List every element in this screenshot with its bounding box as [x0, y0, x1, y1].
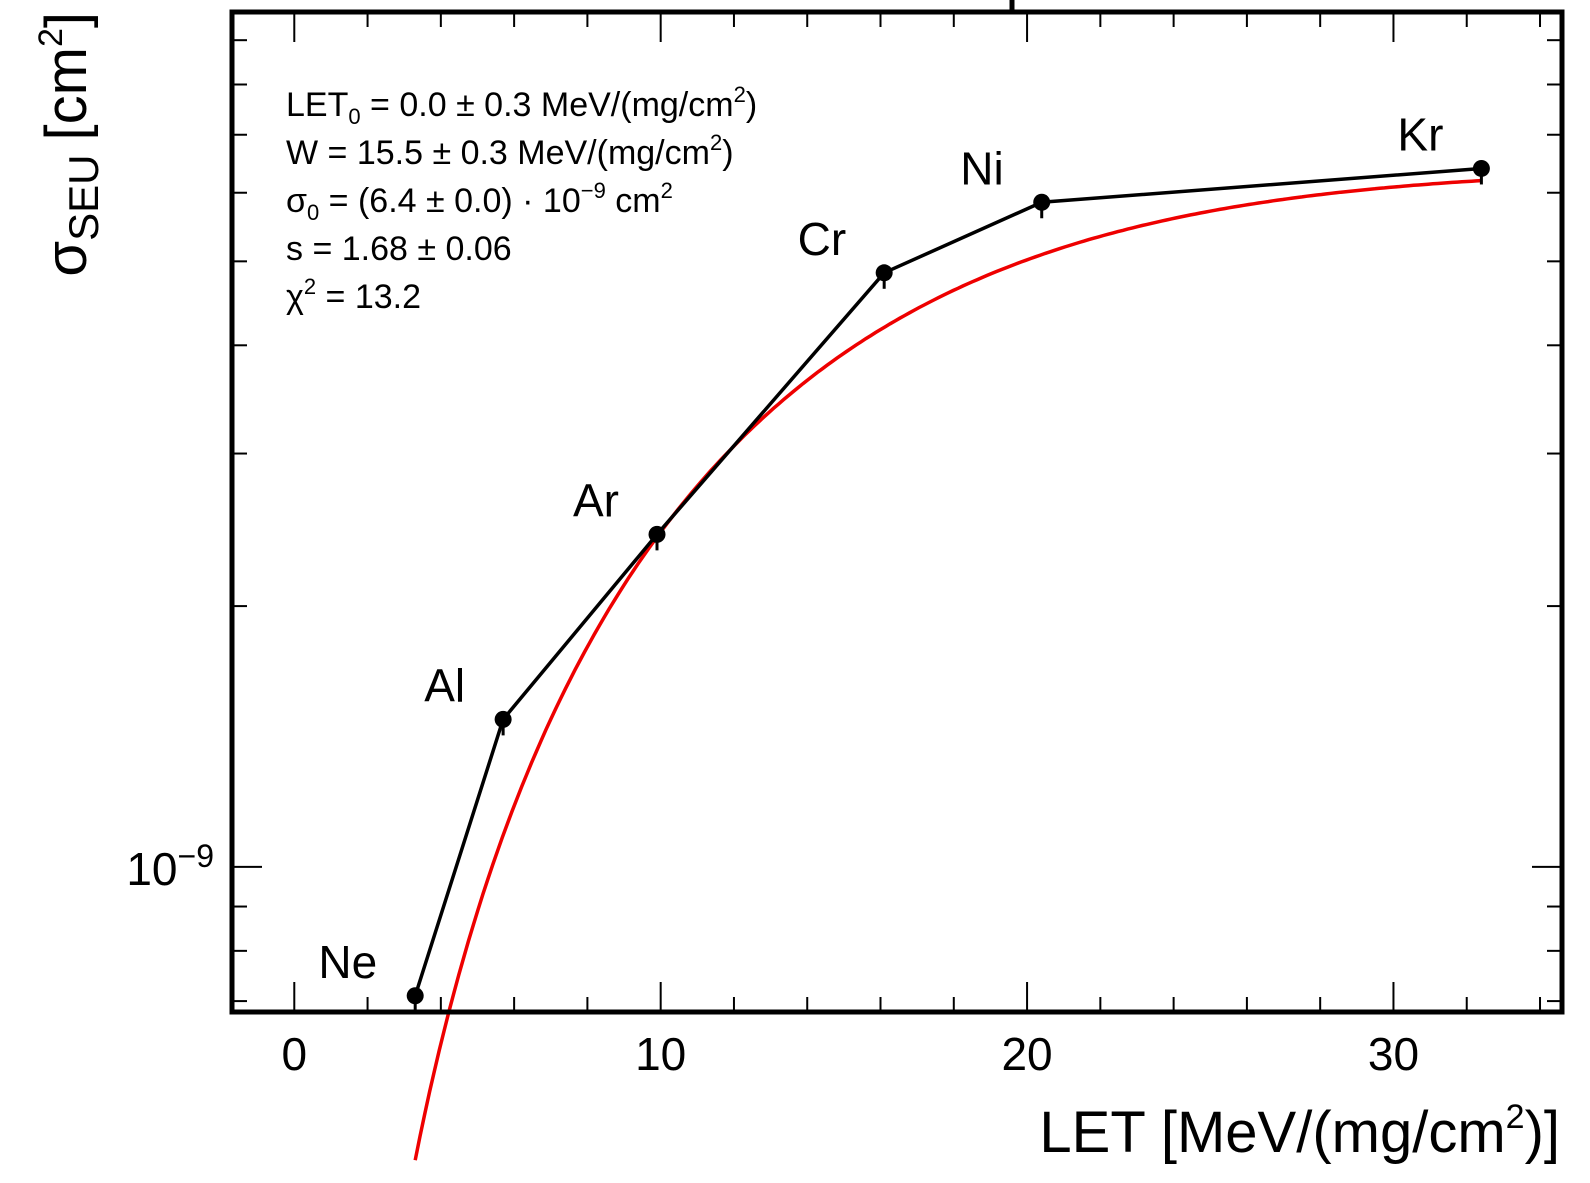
x-tick-label: 30: [1368, 1028, 1419, 1080]
x-tick-label: 20: [1001, 1028, 1052, 1080]
ion-labels: Ne Al Ar Cr Ni Kr: [318, 108, 1443, 987]
ion-label-ar: Ar: [573, 474, 619, 526]
data-line: [413, 166, 1482, 997]
y-tick-label: 10−9: [126, 838, 214, 895]
x-tick-label: 10: [635, 1028, 686, 1080]
ion-label-al: Al: [424, 659, 465, 711]
y-axis-title: σSEU[cm2]: [32, 12, 107, 277]
ion-label-cr: Cr: [798, 213, 847, 265]
fit-parameters: LET0 = 0.0 ± 0.3 MeV/(mg/cm2)W = 15.5 ± …: [286, 82, 757, 316]
fit-parameter-line: σ0 = (6.4 ± 0.0) · 10−9 cm2: [286, 178, 673, 225]
fit-curve: [413, 178, 1482, 1161]
fit-parameter-line: LET0 = 0.0 ± 0.3 MeV/(mg/cm2): [286, 82, 757, 129]
x-axis-title: LET [MeV/(mg/cm2)]: [1039, 1098, 1560, 1165]
fit-parameter-line: χ2 = 13.2: [286, 274, 421, 316]
x-tick-label: 0: [281, 1028, 307, 1080]
ion-label-kr: Kr: [1397, 108, 1443, 160]
plot-frame: [229, 9, 1565, 1015]
x-tick-labels: 0 10 20 30: [281, 1028, 1419, 1080]
ion-label-ne: Ne: [318, 936, 377, 988]
fit-parameter-line: s = 1.68 ± 0.06: [286, 230, 512, 268]
y-tick-labels: 10−9: [126, 838, 214, 895]
data-points: [406, 159, 1490, 1012]
ion-label-ni: Ni: [960, 142, 1003, 194]
fit-parameter-line: W = 15.5 ± 0.3 MeV/(mg/cm2): [286, 130, 734, 172]
